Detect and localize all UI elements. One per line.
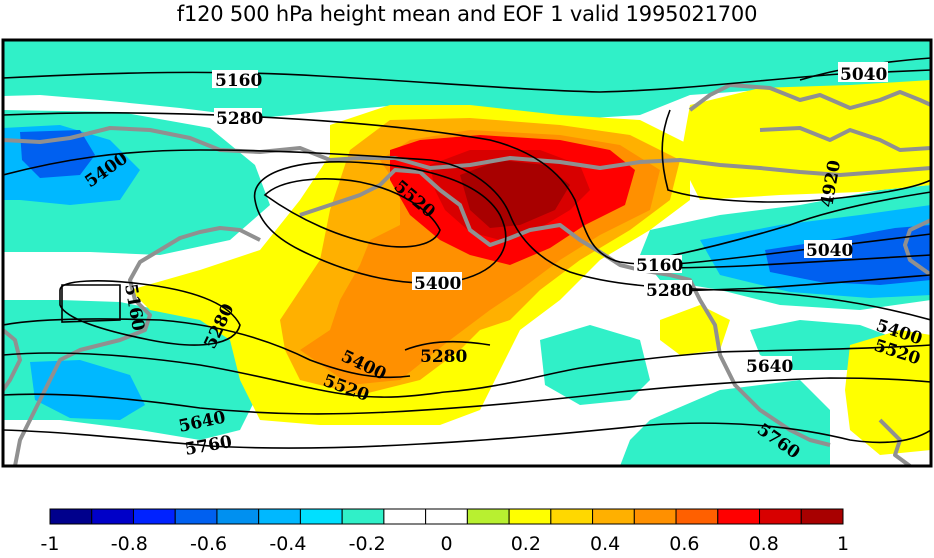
shade-yellow-east-edge <box>845 330 931 455</box>
contour-5520-southwest <box>3 344 931 398</box>
colorbar-swatch <box>91 508 134 525</box>
map-frame <box>1 38 933 468</box>
colorbar-tick-label: -0.8 <box>110 533 148 555</box>
shade-darkred-core <box>460 160 570 228</box>
contour-label: 5640 <box>746 357 793 377</box>
contour-5400-closed <box>253 161 507 284</box>
coastline-greenland <box>688 83 931 112</box>
colorbar-swatch <box>216 508 260 525</box>
colorbar-tick-label: 1 <box>836 533 850 555</box>
coastline-north <box>3 126 931 177</box>
contour-label: 5280 <box>420 347 467 367</box>
colorbar-tick-label: -1 <box>40 533 60 555</box>
contour-5760-south <box>3 422 931 449</box>
contour-5280-north <box>3 112 931 266</box>
contour-5160-west-loop <box>61 284 121 323</box>
colorbar-swatch <box>258 508 301 525</box>
colorbar-swatch <box>466 508 510 525</box>
colorbar-swatch <box>341 508 385 525</box>
colorbar-tick-label: 0.6 <box>669 533 700 555</box>
colorbar-swatch <box>425 508 468 525</box>
shading-layer <box>3 40 931 466</box>
colorbar-swatch <box>174 508 218 525</box>
colorbar-swatch <box>717 508 761 525</box>
contour-5640-south <box>3 377 931 415</box>
contour-5400-southwest <box>3 318 411 379</box>
colorbar-swatch <box>132 508 176 525</box>
colorbar-swatch <box>49 508 93 525</box>
coastline-east <box>903 218 931 277</box>
colorbar-tick-label: 0.2 <box>510 533 541 555</box>
contour-5160-north <box>3 69 931 93</box>
coastline-southeast <box>878 418 912 466</box>
colorbar-swatch <box>299 508 343 525</box>
contour-label: 5040 <box>806 241 853 261</box>
colorbar-tick-label: -0.6 <box>190 533 228 555</box>
map-title: f120 500 hPa height mean and EOF 1 valid… <box>176 2 758 26</box>
contour-5040-east <box>659 191 931 259</box>
colorbar-tick-label: 0.8 <box>748 533 779 555</box>
coastline-east-islands <box>759 126 931 152</box>
contour-label: 5400 <box>414 274 461 294</box>
coastline-west <box>13 226 261 466</box>
colorbar-swatch <box>800 508 844 525</box>
contour-5400-north <box>3 149 931 321</box>
contour-4920-loop <box>661 109 931 203</box>
colorbar-tick-label: 0.4 <box>589 533 621 555</box>
contour-label: 5280 <box>216 109 263 129</box>
shade-blue-southwest <box>30 360 145 420</box>
coastline-southwest <box>3 328 22 392</box>
contour-label: 5160 <box>215 71 262 91</box>
colorbar-swatch <box>633 508 677 525</box>
colorbar-tick-label: 0 <box>440 533 453 555</box>
colorbar-swatch <box>508 508 552 525</box>
colorbar-tick-label: -0.2 <box>348 533 386 555</box>
shade-yellow-northeast <box>680 80 931 200</box>
contour-label: 5280 <box>646 281 693 301</box>
contour-5280-south-hook <box>404 340 491 351</box>
colorbar-swatch <box>759 508 802 525</box>
colorbar-swatch <box>675 508 719 525</box>
colorbar-swatch <box>550 508 594 525</box>
coastline-layer <box>3 83 931 466</box>
coastline-bay <box>299 168 831 447</box>
contour-5520-closed <box>263 178 441 248</box>
shade-cyan-north <box>3 40 931 120</box>
contour-5280-west-loop <box>59 280 241 346</box>
contour-label: 5040 <box>840 65 887 85</box>
colorbar-tick-label: -0.4 <box>269 533 307 555</box>
contour-label: 5160 <box>636 256 683 276</box>
colorbar <box>49 508 844 525</box>
colorbar-swatch <box>383 508 427 525</box>
colorbar-swatch <box>592 508 635 525</box>
